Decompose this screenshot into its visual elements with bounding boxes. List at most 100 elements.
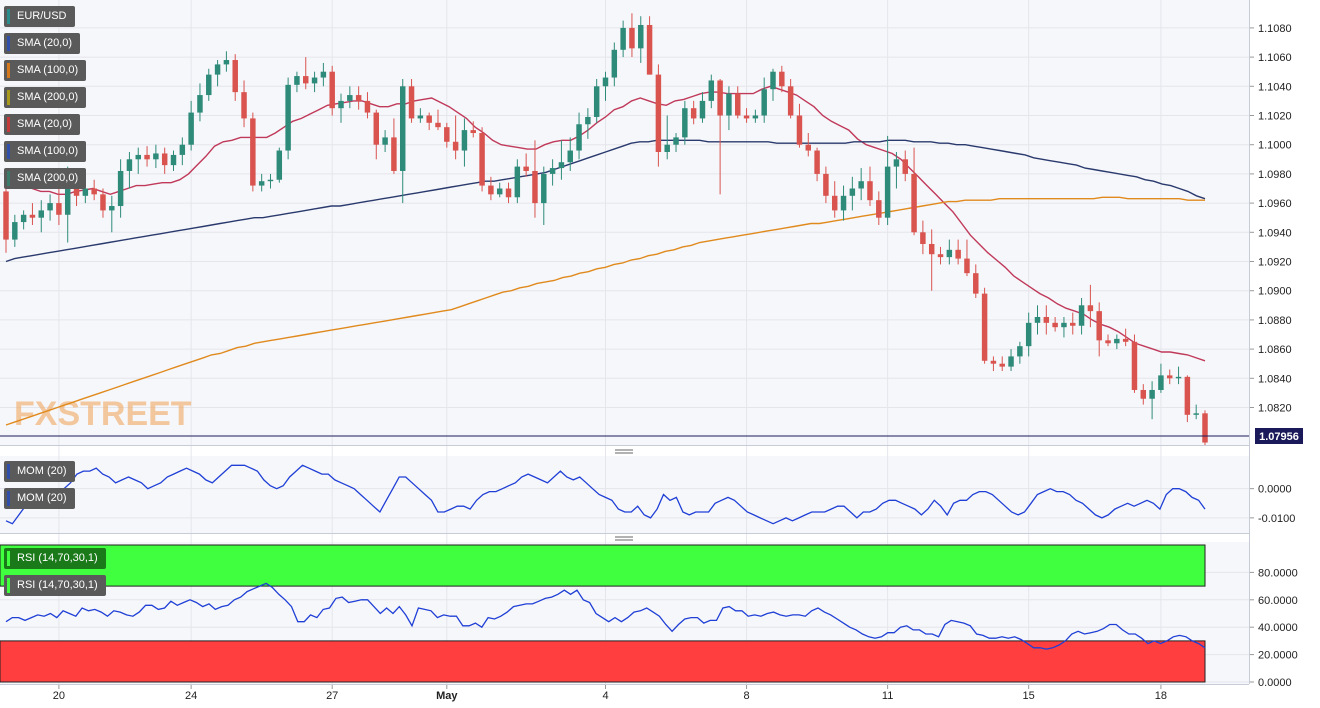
price-tick-label: 1.0860 bbox=[1258, 344, 1292, 356]
candle-body bbox=[805, 144, 812, 151]
legend-sma-100-b[interactable]: SMA (100,0) bbox=[4, 141, 87, 162]
candle-body bbox=[876, 200, 882, 218]
candle-body bbox=[955, 249, 961, 259]
candle-body bbox=[408, 86, 415, 119]
price-axis: 1.0820 1.0840 1.0860 1.0880 1.0900 1.0920 1.09… bbox=[1249, 23, 1292, 415]
candle-body bbox=[214, 64, 221, 75]
legend-label: MOM (20) bbox=[17, 492, 67, 504]
legend-swatch bbox=[7, 578, 10, 593]
last-price-box bbox=[1255, 428, 1303, 444]
candle-body bbox=[999, 363, 1005, 367]
legend-label: SMA (20,0) bbox=[17, 118, 73, 130]
candle-body bbox=[796, 115, 803, 145]
candle-body bbox=[567, 150, 573, 163]
candle-body bbox=[1193, 413, 1199, 415]
candle-body bbox=[479, 133, 485, 186]
candle-body bbox=[135, 154, 141, 160]
candle-body bbox=[787, 86, 794, 116]
price-tick-label: 1.0880 bbox=[1258, 315, 1292, 327]
legend-rsi-a[interactable]: RSI (14,70,30,1) bbox=[4, 548, 106, 569]
candle-body bbox=[1149, 389, 1155, 399]
candle-body bbox=[179, 144, 186, 155]
price-tick-label: 1.1080 bbox=[1258, 23, 1292, 35]
legend-mom-b[interactable]: MOM (20) bbox=[4, 488, 75, 509]
legend-label: SMA (100,0) bbox=[17, 64, 79, 76]
candle-body bbox=[435, 122, 441, 128]
candle-body bbox=[338, 100, 344, 109]
candle-body bbox=[831, 195, 838, 211]
candle-body bbox=[161, 153, 168, 166]
price-tick-label: 1.0920 bbox=[1258, 257, 1292, 269]
legend-swatch bbox=[7, 63, 10, 78]
mom-grid bbox=[0, 488, 1249, 519]
legend-mom-a[interactable]: MOM (20) bbox=[4, 461, 75, 482]
mom-series-line bbox=[5, 464, 1206, 525]
candle-body bbox=[946, 249, 953, 258]
legend-rsi-b[interactable]: RSI (14,70,30,1) bbox=[4, 575, 106, 596]
rsi-line bbox=[5, 582, 1206, 650]
candle-body bbox=[1061, 322, 1067, 328]
candle-body bbox=[488, 185, 494, 195]
legend-sma-200-b[interactable]: SMA (200,0) bbox=[4, 168, 87, 189]
candle-body bbox=[708, 80, 715, 101]
candle-body bbox=[717, 80, 723, 116]
legend-sma-100-a[interactable]: SMA (100,0) bbox=[4, 60, 87, 81]
candle-body bbox=[461, 130, 468, 151]
candle-body bbox=[541, 173, 547, 204]
candle-body bbox=[47, 203, 53, 211]
legend-swatch bbox=[7, 117, 10, 132]
sma-line-1 bbox=[5, 139, 1206, 263]
candle-body bbox=[303, 76, 309, 84]
candle-body bbox=[29, 214, 36, 218]
candle-body bbox=[285, 84, 291, 151]
candle-body bbox=[611, 49, 618, 78]
rsi-oversold-band bbox=[0, 640, 1206, 683]
rsi-tick-label: 80.0000 bbox=[1258, 567, 1298, 579]
price-tick-label: 1.0960 bbox=[1258, 198, 1292, 210]
legend-sma-20-a[interactable]: SMA (20,0) bbox=[4, 33, 81, 54]
mom-tick-label: -0.0100 bbox=[1258, 513, 1295, 525]
candle-body bbox=[452, 141, 459, 151]
mom-axis: 0.0000 -0.0100 bbox=[1249, 484, 1295, 525]
candle-body bbox=[241, 92, 247, 119]
rsi-tick-label: 20.0000 bbox=[1258, 650, 1298, 662]
rsi-bands bbox=[0, 544, 1206, 683]
mom-panel-bg bbox=[0, 456, 1249, 533]
candle-body bbox=[223, 60, 230, 65]
legend-eurusd[interactable]: EUR/USD bbox=[4, 6, 75, 27]
candle-body bbox=[382, 137, 388, 145]
candle-body bbox=[144, 154, 150, 160]
candle-body bbox=[682, 108, 688, 138]
candle-body bbox=[1105, 340, 1111, 344]
candle-body bbox=[320, 71, 327, 78]
x-tick-label: 24 bbox=[185, 690, 197, 702]
candle-body bbox=[858, 181, 864, 189]
legend-swatch bbox=[7, 491, 10, 506]
candle-body bbox=[893, 159, 900, 167]
rsi-tick-label: 40.0000 bbox=[1258, 622, 1298, 634]
candle-body bbox=[197, 95, 203, 113]
candle-body bbox=[1140, 389, 1147, 399]
x-tick-label: 18 bbox=[1155, 690, 1167, 702]
legend-sma-20-b[interactable]: SMA (20,0) bbox=[4, 114, 81, 135]
candle-body bbox=[170, 154, 177, 166]
candle-body bbox=[1122, 338, 1129, 342]
candle-body bbox=[549, 168, 556, 174]
candle-body bbox=[523, 166, 529, 171]
candle-body bbox=[206, 74, 212, 96]
candle-body bbox=[267, 179, 274, 182]
candle-body bbox=[91, 188, 97, 195]
candle-body bbox=[558, 162, 565, 169]
candle-body bbox=[928, 243, 935, 255]
candle-body bbox=[250, 118, 256, 186]
price-tick-label: 1.0900 bbox=[1258, 286, 1292, 298]
candle-body bbox=[779, 71, 785, 87]
price-panel-bg bbox=[0, 0, 1249, 445]
candle-body bbox=[638, 24, 644, 49]
legend-swatch bbox=[7, 464, 10, 479]
candle-body bbox=[1167, 375, 1173, 379]
legend-sma-200-a[interactable]: SMA (200,0) bbox=[4, 87, 87, 108]
candle-body bbox=[1025, 322, 1032, 347]
candle-body bbox=[849, 188, 856, 196]
